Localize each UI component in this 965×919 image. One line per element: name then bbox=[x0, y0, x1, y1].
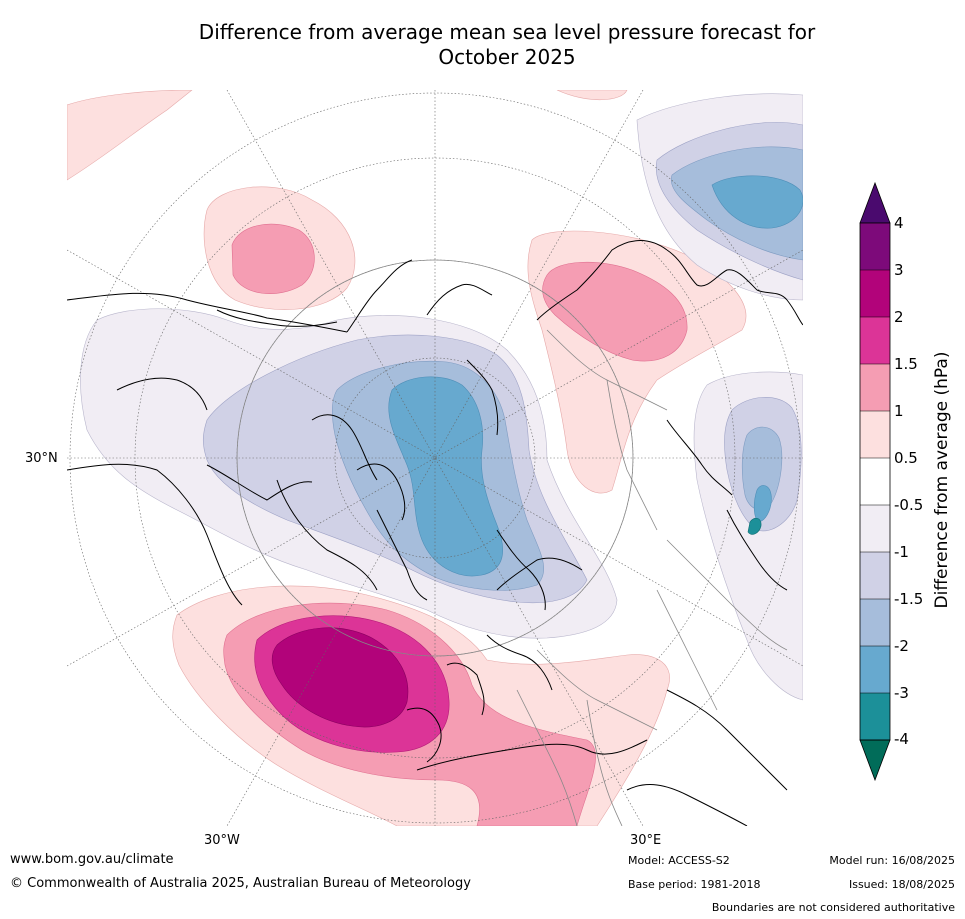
colorbar-band-neg1-neg1.5 bbox=[860, 552, 890, 599]
colorbar-band-2-3 bbox=[860, 270, 890, 317]
title-line-2: October 2025 bbox=[438, 45, 576, 69]
colorbar-band-1.5-2 bbox=[860, 317, 890, 364]
colorbar-tick: 1 bbox=[894, 402, 904, 420]
footer-website[interactable]: www.bom.gov.au/climate bbox=[10, 852, 174, 867]
graticule-circle-solid bbox=[236, 259, 634, 657]
anomaly-positive-northwest bbox=[67, 90, 193, 181]
lon-label-30w: 30°W bbox=[204, 833, 240, 848]
colorbar-under-triangle bbox=[859, 739, 891, 782]
anomaly-positive-siberia-core bbox=[542, 261, 688, 362]
anomaly-negative-asia-5 bbox=[747, 517, 762, 535]
footer-copyright: © Commonwealth of Australia 2025, Austra… bbox=[10, 876, 471, 891]
lon-label-30e: 30°E bbox=[630, 833, 662, 848]
colorbar-frame bbox=[859, 222, 891, 741]
colorbar-title: Difference from average (hPa) bbox=[932, 351, 952, 609]
colorbar-tick: -1 bbox=[894, 543, 909, 561]
colorbar-tick: -1.5 bbox=[894, 590, 924, 608]
title-line-1: Difference from average mean sea level p… bbox=[198, 20, 816, 44]
colorbar-band-neg2-neg3 bbox=[860, 646, 890, 693]
colorbar-tick: 3 bbox=[894, 261, 904, 279]
lat-label-30n: 30°N bbox=[25, 451, 58, 466]
footer-model-run: Model run: 16/08/2025 bbox=[829, 854, 955, 867]
colorbar-over-triangle bbox=[859, 181, 891, 224]
anomaly-negative-asia-4 bbox=[753, 485, 772, 523]
coastlines bbox=[67, 240, 803, 826]
colorbar-band-0.5-1 bbox=[860, 411, 890, 458]
colorbar-band-1-1.5 bbox=[860, 364, 890, 411]
anomaly-negative-arctic-core bbox=[388, 376, 503, 577]
colorbar-band-neg0.5-neg1 bbox=[860, 505, 890, 552]
country-boundaries bbox=[516, 329, 788, 826]
colorbar-tick: -3 bbox=[894, 684, 909, 702]
anomaly-negative-asia-3 bbox=[741, 426, 783, 510]
chart-title: Difference from average mean sea level p… bbox=[0, 20, 965, 70]
colorbar-tick: -4 bbox=[894, 730, 909, 748]
colorbar bbox=[859, 181, 891, 782]
footer-model: Model: ACCESS-S2 bbox=[628, 854, 730, 867]
colorbar-band-neutral bbox=[860, 458, 890, 505]
footer-disclaimer: Boundaries are not considered authoritat… bbox=[711, 901, 955, 914]
colorbar-dividers bbox=[860, 269, 890, 694]
footer-base-period: Base period: 1981-2018 bbox=[628, 878, 761, 891]
colorbar-tick: 2 bbox=[894, 308, 904, 326]
colorbar-tick: -2 bbox=[894, 637, 909, 655]
graticule bbox=[67, 90, 803, 826]
colorbar-band-neg3-neg4 bbox=[860, 693, 890, 740]
colorbar-tick: 0.5 bbox=[894, 449, 918, 467]
colorbar-band-neg1.5-neg2 bbox=[860, 599, 890, 646]
anomaly-positive-pacific-core bbox=[231, 223, 315, 295]
colorbar-tick: -0.5 bbox=[894, 496, 924, 514]
anomaly-negative-pacific-east-4 bbox=[711, 175, 803, 229]
anomaly-positive-top bbox=[556, 90, 628, 101]
colorbar-band-3-4 bbox=[860, 223, 890, 270]
footer-issued: Issued: 18/08/2025 bbox=[848, 878, 955, 891]
colorbar-tick: 1.5 bbox=[894, 355, 918, 373]
colorbar-tick: 4 bbox=[894, 214, 904, 232]
polar-pressure-map bbox=[67, 90, 803, 826]
anomaly-positive-atlantic-core bbox=[271, 627, 409, 728]
